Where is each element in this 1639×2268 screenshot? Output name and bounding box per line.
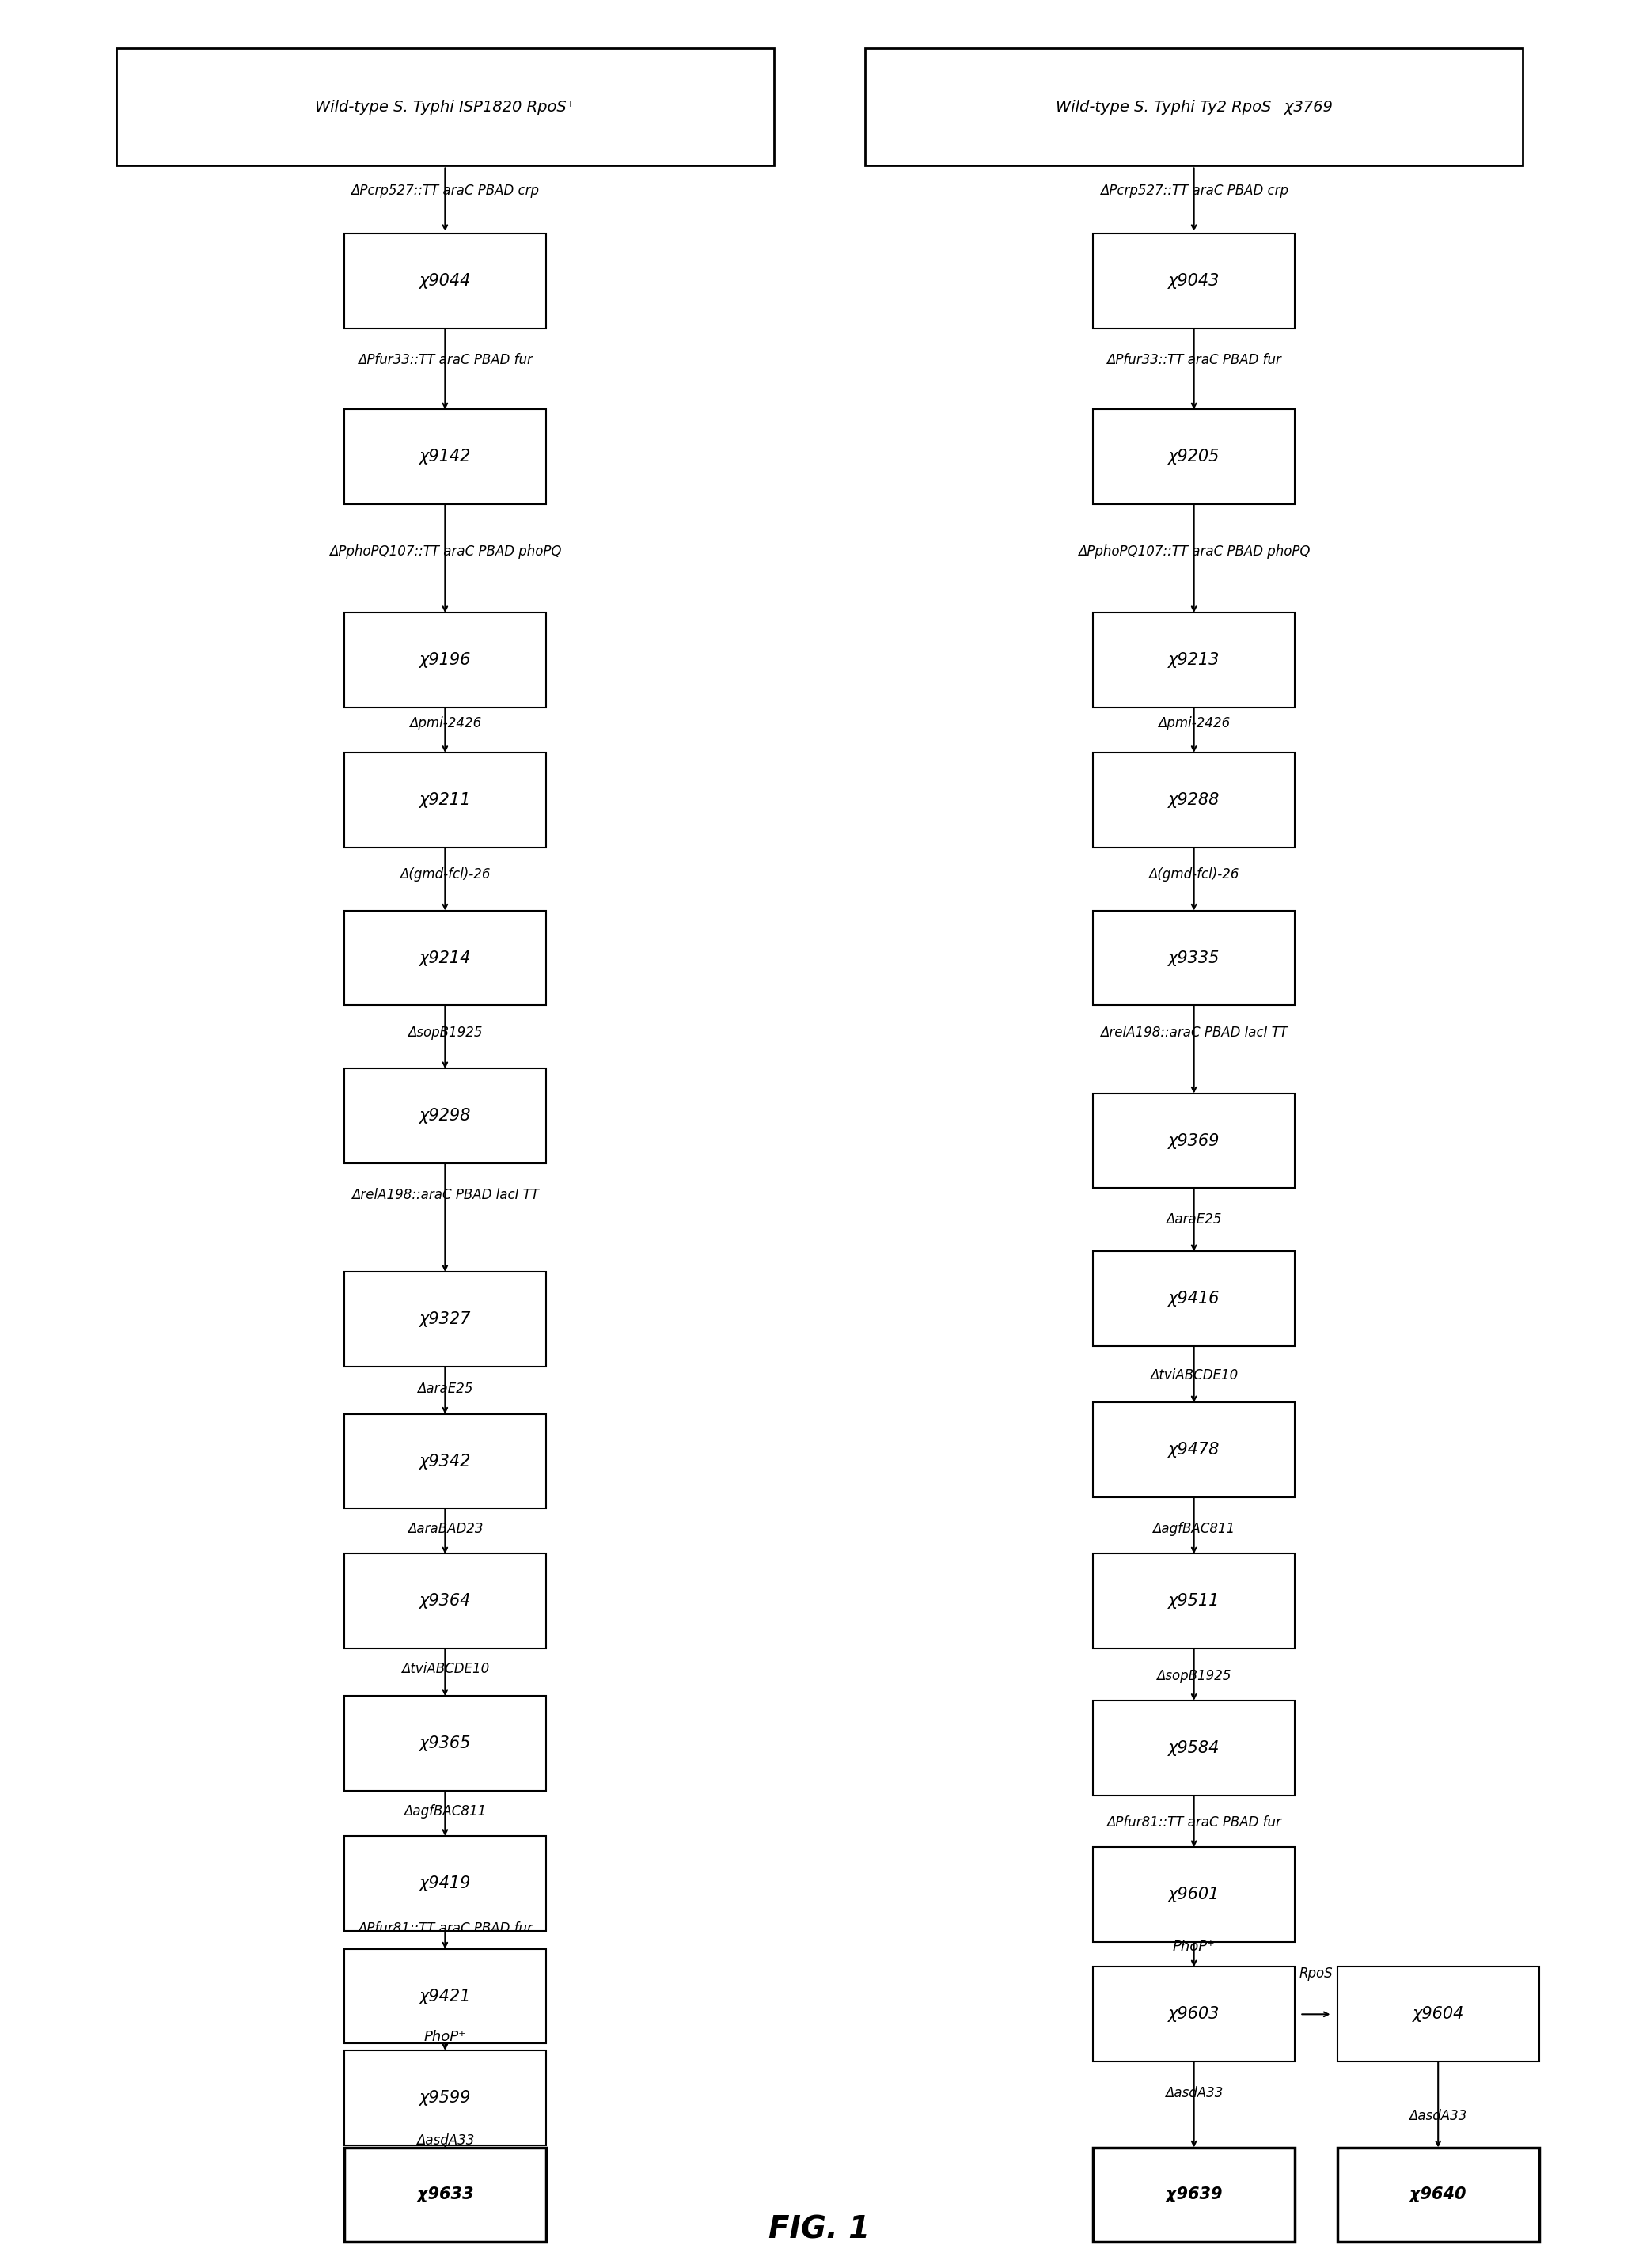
- Text: ΔPcrp527::TT araC PBAD crp: ΔPcrp527::TT araC PBAD crp: [351, 184, 539, 197]
- Text: χ9213: χ9213: [1169, 653, 1219, 669]
- Text: χ9327: χ9327: [420, 1311, 470, 1327]
- Text: χ9044: χ9044: [420, 272, 470, 288]
- FancyBboxPatch shape: [344, 1696, 546, 1792]
- Text: χ9342: χ9342: [420, 1454, 470, 1470]
- FancyBboxPatch shape: [1093, 1252, 1295, 1347]
- Text: χ9288: χ9288: [1169, 792, 1219, 807]
- FancyBboxPatch shape: [344, 1413, 546, 1508]
- Text: ΔagfBAC811: ΔagfBAC811: [1152, 1522, 1236, 1535]
- FancyBboxPatch shape: [1093, 1554, 1295, 1649]
- Text: χ9211: χ9211: [420, 792, 470, 807]
- Text: ΔPphoPQ107::TT araC PBAD phoPQ: ΔPphoPQ107::TT araC PBAD phoPQ: [1078, 544, 1310, 558]
- Text: ΔtviABCDE10: ΔtviABCDE10: [402, 1662, 488, 1676]
- Text: χ9214: χ9214: [420, 950, 470, 966]
- Text: ΔrelA198::araC PBAD lacI TT: ΔrelA198::araC PBAD lacI TT: [351, 1188, 539, 1202]
- Text: Δpmi-2426: Δpmi-2426: [410, 717, 482, 730]
- FancyBboxPatch shape: [344, 1554, 546, 1649]
- Text: χ9639: χ9639: [1165, 2186, 1223, 2202]
- Text: χ9335: χ9335: [1169, 950, 1219, 966]
- FancyBboxPatch shape: [1093, 2148, 1295, 2243]
- Text: χ9196: χ9196: [420, 653, 470, 669]
- Text: Wild-type S. Typhi Ty2 RpoS⁻ χ3769: Wild-type S. Typhi Ty2 RpoS⁻ χ3769: [1056, 100, 1333, 116]
- Text: ΔPcrp527::TT araC PBAD crp: ΔPcrp527::TT araC PBAD crp: [1100, 184, 1288, 197]
- FancyBboxPatch shape: [1093, 612, 1295, 708]
- Text: χ9511: χ9511: [1169, 1594, 1219, 1608]
- Text: ΔasdA33: ΔasdA33: [1165, 2087, 1223, 2100]
- Text: χ9142: χ9142: [420, 449, 470, 465]
- Text: χ9599: χ9599: [420, 2089, 470, 2105]
- FancyBboxPatch shape: [865, 48, 1523, 166]
- FancyBboxPatch shape: [344, 753, 546, 848]
- Text: ΔPfur81::TT araC PBAD fur: ΔPfur81::TT araC PBAD fur: [1106, 1814, 1282, 1830]
- Text: ΔaraBAD23: ΔaraBAD23: [406, 1522, 484, 1535]
- FancyBboxPatch shape: [344, 411, 546, 503]
- Text: χ9584: χ9584: [1169, 1740, 1219, 1755]
- FancyBboxPatch shape: [1093, 909, 1295, 1005]
- Text: χ9369: χ9369: [1169, 1132, 1219, 1148]
- Text: ΔPfur33::TT araC PBAD fur: ΔPfur33::TT araC PBAD fur: [357, 354, 533, 367]
- Text: ΔaraE25: ΔaraE25: [418, 1381, 474, 1397]
- Text: χ9416: χ9416: [1169, 1290, 1219, 1306]
- FancyBboxPatch shape: [1093, 1402, 1295, 1497]
- Text: χ9421: χ9421: [420, 1989, 470, 2005]
- FancyBboxPatch shape: [344, 1835, 546, 1930]
- Text: ΔPfur81::TT araC PBAD fur: ΔPfur81::TT araC PBAD fur: [357, 1921, 533, 1935]
- Text: ΔsopB1925: ΔsopB1925: [408, 1025, 482, 1039]
- FancyBboxPatch shape: [1093, 234, 1295, 329]
- Text: χ9604: χ9604: [1413, 2007, 1464, 2023]
- FancyBboxPatch shape: [1337, 2148, 1539, 2243]
- Text: PhoP⁺: PhoP⁺: [1174, 1939, 1214, 1953]
- FancyBboxPatch shape: [344, 2148, 546, 2243]
- Text: χ9205: χ9205: [1169, 449, 1219, 465]
- Text: Δ(gmd-fcl)-26: Δ(gmd-fcl)-26: [1149, 866, 1239, 882]
- Text: ΔaraE25: ΔaraE25: [1165, 1213, 1221, 1227]
- FancyBboxPatch shape: [344, 2050, 546, 2146]
- Text: χ9633: χ9633: [416, 2186, 474, 2202]
- Text: χ9298: χ9298: [420, 1109, 470, 1125]
- Text: χ9365: χ9365: [420, 1735, 470, 1751]
- Text: ΔasdA33: ΔasdA33: [1410, 2109, 1467, 2123]
- FancyBboxPatch shape: [1093, 753, 1295, 848]
- FancyBboxPatch shape: [1093, 1093, 1295, 1188]
- Text: χ9478: χ9478: [1169, 1442, 1219, 1458]
- Text: ΔPfur33::TT araC PBAD fur: ΔPfur33::TT araC PBAD fur: [1106, 354, 1282, 367]
- FancyBboxPatch shape: [344, 612, 546, 708]
- Text: χ9419: χ9419: [420, 1876, 470, 1892]
- Text: Δpmi-2426: Δpmi-2426: [1157, 717, 1229, 730]
- FancyBboxPatch shape: [344, 234, 546, 329]
- Text: ΔtviABCDE10: ΔtviABCDE10: [1151, 1368, 1237, 1383]
- Text: χ9043: χ9043: [1169, 272, 1219, 288]
- Text: ΔrelA198::araC PBAD lacI TT: ΔrelA198::araC PBAD lacI TT: [1100, 1025, 1288, 1039]
- Text: χ9364: χ9364: [420, 1594, 470, 1608]
- Text: ΔPphoPQ107::TT araC PBAD phoPQ: ΔPphoPQ107::TT araC PBAD phoPQ: [329, 544, 561, 558]
- FancyBboxPatch shape: [344, 1948, 546, 2043]
- FancyBboxPatch shape: [1093, 1846, 1295, 1941]
- FancyBboxPatch shape: [1093, 411, 1295, 503]
- Text: PhoP⁺: PhoP⁺: [425, 2030, 465, 2043]
- FancyBboxPatch shape: [116, 48, 774, 166]
- Text: ΔsopB1925: ΔsopB1925: [1157, 1669, 1231, 1683]
- FancyBboxPatch shape: [1093, 1966, 1295, 2062]
- Text: χ9603: χ9603: [1169, 2007, 1219, 2023]
- Text: Δ(gmd-fcl)-26: Δ(gmd-fcl)-26: [400, 866, 490, 882]
- Text: ΔasdA33: ΔasdA33: [416, 2134, 474, 2148]
- FancyBboxPatch shape: [344, 1272, 546, 1368]
- FancyBboxPatch shape: [1337, 1966, 1539, 2062]
- FancyBboxPatch shape: [344, 1068, 546, 1163]
- Text: χ9640: χ9640: [1410, 2186, 1467, 2202]
- Text: FIG. 1: FIG. 1: [769, 2214, 870, 2245]
- FancyBboxPatch shape: [1093, 1701, 1295, 1796]
- Text: χ9601: χ9601: [1169, 1887, 1219, 1903]
- Text: Wild-type S. Typhi ISP1820 RpoS⁺: Wild-type S. Typhi ISP1820 RpoS⁺: [315, 100, 575, 116]
- Text: RpoS: RpoS: [1300, 1966, 1333, 1980]
- FancyBboxPatch shape: [344, 909, 546, 1005]
- Text: ΔagfBAC811: ΔagfBAC811: [403, 1803, 487, 1819]
